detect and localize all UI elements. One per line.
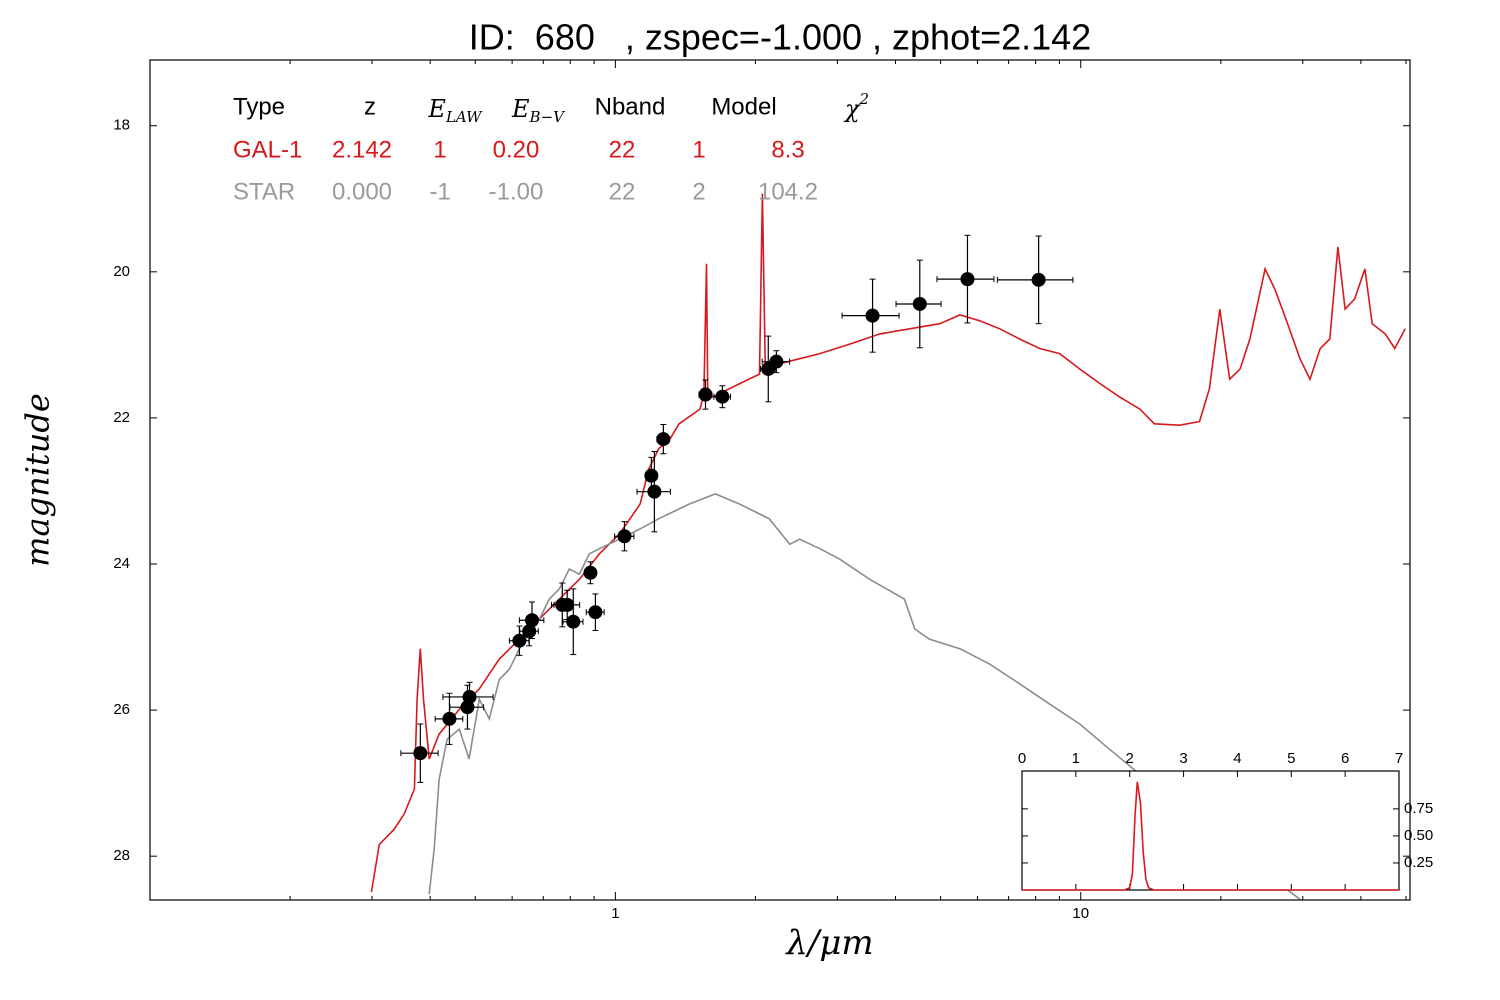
table-header: ELAW xyxy=(427,95,483,127)
inset: 0 1 2 3 4 5 6 7 0.25 0.50 0.75 xyxy=(1018,750,1433,891)
data-point xyxy=(512,633,527,648)
y-tick-label: 18 xyxy=(113,117,130,134)
plot-frame xyxy=(149,59,1411,901)
table-header: EB−V xyxy=(511,95,566,127)
data-point xyxy=(769,354,784,369)
header-symbol: χ xyxy=(843,95,861,123)
inset-y-tick-label: 0.50 xyxy=(1404,827,1433,844)
model-curve xyxy=(428,493,1301,900)
table-cell: 0.20 xyxy=(493,136,540,163)
data-point xyxy=(656,432,671,447)
x-axis-label: λ/μm xyxy=(784,923,873,963)
table-cell: 104.2 xyxy=(758,178,818,205)
table-header: Model xyxy=(711,93,776,120)
data-point xyxy=(588,605,603,620)
table-cell: 8.3 xyxy=(771,136,804,163)
header-superscript: 2 xyxy=(859,90,870,108)
y-tick-label: 20 xyxy=(113,263,130,280)
x-tick-label: 1 xyxy=(611,905,619,922)
inset-x-tick-label: 1 xyxy=(1072,750,1080,767)
inset-x-tick-label: 5 xyxy=(1287,750,1295,767)
table-cell: -1.00 xyxy=(489,178,544,205)
chart-title: ID: 680 , zspec=-1.000 , zphot=2.142 xyxy=(469,17,1091,58)
table-cell: 0.000 xyxy=(332,178,392,205)
y-tick-label: 26 xyxy=(113,701,130,718)
table-cell: -1 xyxy=(429,178,450,205)
table-header: z xyxy=(364,93,376,120)
inset-frame xyxy=(1021,770,1400,891)
data-point xyxy=(583,565,598,580)
inset-x-tick-label: 2 xyxy=(1126,750,1134,767)
table-cell: 22 xyxy=(609,178,636,205)
table-cell: 2 xyxy=(692,178,705,205)
data-point xyxy=(647,484,662,499)
photometry xyxy=(400,234,1074,783)
y-tick-label: 28 xyxy=(113,847,130,864)
data-point xyxy=(442,711,457,726)
x-tick-label: 10 xyxy=(1072,905,1089,922)
data-point xyxy=(413,746,428,761)
data-point xyxy=(960,272,975,287)
table-header: Type xyxy=(233,93,285,120)
header-subscript: LAW xyxy=(445,108,483,126)
data-point xyxy=(462,689,477,704)
table-cell: 22 xyxy=(609,136,636,163)
data-point xyxy=(912,296,927,311)
table-cell: 1 xyxy=(692,136,705,163)
data-point xyxy=(1031,272,1046,287)
y-tick-label: 24 xyxy=(113,555,130,572)
header-symbol: E xyxy=(427,95,446,123)
header-subscript: B−V xyxy=(529,108,567,126)
data-point xyxy=(698,387,713,402)
table-cell: STAR xyxy=(233,178,295,205)
inset-y-tick-label: 0.75 xyxy=(1404,800,1433,817)
data-point xyxy=(522,624,537,639)
inset-y-tick-label: 0.25 xyxy=(1404,854,1433,871)
curves xyxy=(370,193,1406,900)
data-point xyxy=(560,597,575,612)
data-point xyxy=(566,614,581,629)
data-point xyxy=(715,389,730,404)
inset-x-tick-label: 3 xyxy=(1179,750,1187,767)
data-point xyxy=(524,613,539,628)
inset-x-tick-label: 0 xyxy=(1018,750,1026,767)
data-point xyxy=(617,529,632,544)
inset-x-tick-label: 7 xyxy=(1395,750,1403,767)
inset-x-tick-label: 4 xyxy=(1233,750,1241,767)
table-cell: 1 xyxy=(433,136,446,163)
table-header: χ2 xyxy=(843,90,869,123)
header-symbol: E xyxy=(511,95,530,123)
table-cell: 2.142 xyxy=(332,136,392,163)
table-cell: GAL-1 xyxy=(233,136,302,163)
data-point xyxy=(865,308,880,323)
y-tick-label: 22 xyxy=(113,409,130,426)
model-curve xyxy=(370,193,1406,893)
data-point xyxy=(644,468,659,483)
y-axis-label: magnitude xyxy=(19,393,57,567)
table-header: Nband xyxy=(595,93,666,120)
inset-x-tick-label: 6 xyxy=(1341,750,1349,767)
pdz-curve xyxy=(1022,781,1399,891)
